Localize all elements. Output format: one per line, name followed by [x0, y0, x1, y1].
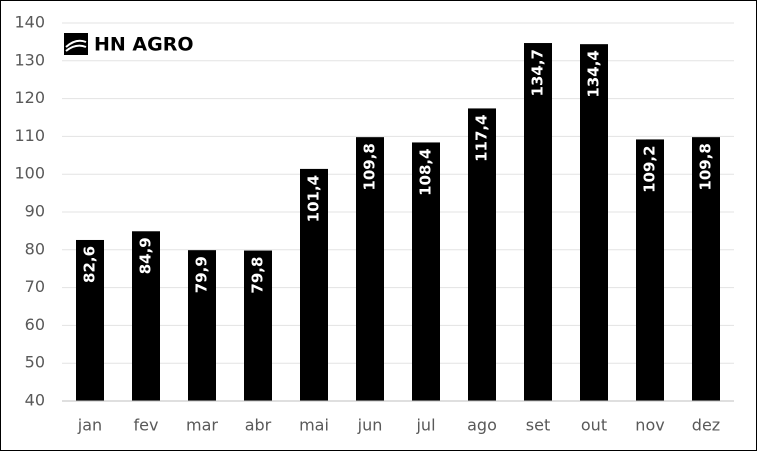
bar [412, 142, 440, 401]
value-label: 101,4 [305, 175, 323, 222]
bar [636, 139, 664, 401]
brand: HN AGRO [94, 34, 194, 56]
x-tick-label: out [581, 416, 607, 435]
y-tick-label: 50 [25, 353, 45, 372]
value-label: 117,4 [473, 114, 491, 161]
x-tick-label: dez [692, 416, 720, 435]
value-label: 82,6 [81, 246, 99, 283]
bar [356, 137, 384, 401]
logo-icon [64, 33, 88, 55]
y-tick-label: 80 [25, 239, 45, 258]
x-tick-label: jun [357, 416, 383, 435]
bar [244, 250, 272, 401]
x-tick-label: fev [134, 416, 159, 435]
y-tick-label: 40 [25, 391, 45, 410]
x-tick-label: jul [415, 416, 435, 435]
value-label: 108,4 [417, 148, 435, 195]
bar [524, 43, 552, 402]
bar [76, 239, 104, 401]
x-tick-label: ago [467, 416, 497, 435]
bar [188, 250, 216, 401]
x-tick-label: abr [245, 416, 272, 435]
value-label: 134,7 [529, 49, 547, 96]
y-tick-label: 60 [25, 315, 45, 334]
y-tick-label: 110 [14, 126, 45, 145]
value-label: 109,8 [697, 143, 715, 190]
bar [132, 231, 160, 401]
value-label: 84,9 [137, 237, 155, 274]
x-tick-label: mar [186, 416, 218, 435]
y-tick-label: 70 [25, 277, 45, 296]
bar [692, 137, 720, 401]
logo-mark [65, 39, 87, 52]
x-tick-label: jan [77, 416, 102, 435]
y-tick-label: 120 [14, 88, 45, 107]
value-label: 79,8 [249, 257, 267, 294]
y-tick-label: 100 [14, 164, 45, 183]
x-tick-label: mai [299, 416, 329, 435]
value-label: 79,9 [193, 256, 211, 293]
x-tick-label: nov [635, 416, 664, 435]
bar [300, 168, 328, 401]
value-label: 109,8 [361, 143, 379, 190]
value-label: 109,2 [641, 145, 659, 192]
bar [468, 108, 496, 401]
value-label: 134,4 [585, 50, 603, 97]
logo: HN AGRO [64, 33, 194, 56]
y-tick-label: 90 [25, 202, 45, 221]
y-tick-label: 130 [14, 50, 45, 69]
bar [580, 44, 608, 401]
x-tick-label: set [526, 416, 550, 435]
y-tick-label: 140 [14, 13, 45, 32]
